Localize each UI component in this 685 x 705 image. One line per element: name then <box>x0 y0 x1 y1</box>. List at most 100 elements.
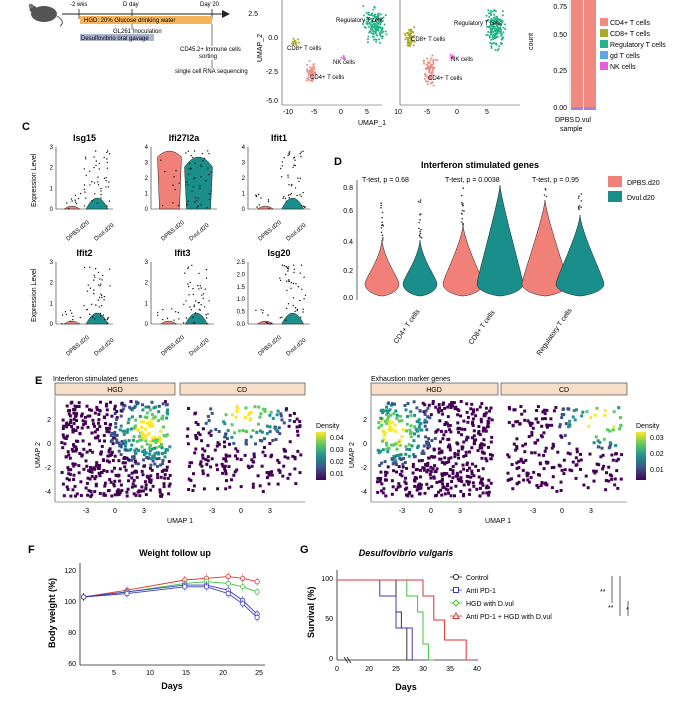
e-point-hgd-isg <box>97 467 101 470</box>
e-point-cd-exh <box>550 466 554 470</box>
e-point-hgd-exh <box>396 453 400 457</box>
e-point-cd-exh <box>606 428 610 432</box>
e-point-hgd-isg <box>130 427 133 431</box>
e-point-cd-isg <box>247 413 251 417</box>
e-point-hgd-isg <box>115 409 119 413</box>
e-point-hgd-exh <box>380 482 384 486</box>
gavage-label: Desulfovibrio oral gavage <box>81 36 149 42</box>
e-point-hgd-exh <box>448 448 452 452</box>
c-point <box>296 194 298 197</box>
e-point-hgd-exh <box>471 422 474 426</box>
e-point-hgd-isg <box>96 427 99 431</box>
e-point-hgd-exh <box>405 422 409 426</box>
e-point-cd-isg <box>224 472 228 476</box>
g-legend-label-2: HGD with D.vul <box>466 601 514 608</box>
e-point-hgd-isg <box>134 400 138 404</box>
e-point-hgd-exh <box>475 408 479 412</box>
c-tick: 2 <box>145 176 149 182</box>
d-ytick-4: 0.0 <box>343 295 353 302</box>
e-point-hgd-isg <box>118 491 122 495</box>
e-point-hgd-exh <box>385 447 389 451</box>
e-point-hgd-isg <box>148 449 152 453</box>
c-point <box>93 292 95 295</box>
e-point-hgd-isg <box>69 418 73 422</box>
e-point-hgd-exh <box>419 483 423 487</box>
c-point <box>97 181 99 183</box>
e-point-hgd-exh <box>454 484 458 488</box>
umap-b-point <box>430 75 433 77</box>
umap-b-point <box>297 38 300 41</box>
e-point-hgd-isg <box>106 459 109 463</box>
stack-legend: CD4+ T cells CD8+ T cells Regulatory T c… <box>600 18 666 71</box>
e-point-hgd-isg <box>61 482 65 486</box>
f-point <box>254 579 260 585</box>
e-point-cd-exh <box>601 453 605 457</box>
stack-ytick-3: 0.00 <box>553 105 567 112</box>
e-point-hgd-exh <box>386 417 390 421</box>
e-point-cd-exh <box>510 463 514 466</box>
e-point-hgd-exh <box>448 428 451 432</box>
d-outlier <box>461 209 464 212</box>
umap-b-point <box>426 57 428 60</box>
e-point-cd-isg <box>263 446 266 449</box>
umap-b-xtick-l4: 10 <box>394 109 402 116</box>
e-point-hgd-exh <box>405 466 409 470</box>
e-point-hgd-isg <box>90 408 93 412</box>
e-point-hgd-exh <box>479 417 483 421</box>
c-point <box>189 306 191 308</box>
e-point-cd-isg <box>225 437 229 440</box>
e-point-hgd-isg <box>72 443 75 447</box>
c-point <box>205 180 207 182</box>
e-point-hgd-isg <box>157 436 161 440</box>
c-point <box>303 276 305 278</box>
e-point-hgd-exh <box>484 457 488 461</box>
c-point <box>99 312 102 314</box>
umap-b-point <box>490 47 493 49</box>
c-point <box>164 170 166 173</box>
c-point <box>300 156 302 158</box>
e-point-cd-exh <box>537 453 541 457</box>
e-point-hgd-isg <box>107 430 111 434</box>
e-point-cd-exh <box>536 420 540 424</box>
e-point-cd-exh <box>506 453 510 457</box>
e-point-hgd-isg <box>86 493 90 497</box>
e-point-cd-isg <box>232 473 236 477</box>
c-point <box>279 317 281 319</box>
e-point-hgd-exh <box>449 430 453 434</box>
e-point-hgd-isg <box>127 439 131 443</box>
e-point-hgd-isg <box>116 493 120 497</box>
e-point-cd-isg <box>276 409 280 413</box>
e-point-hgd-exh <box>425 428 429 432</box>
c-point <box>282 197 284 199</box>
e-point-cd-isg <box>255 430 259 434</box>
umap-b-point <box>493 9 496 12</box>
e-point-hgd-isg <box>135 475 139 479</box>
e-point-hgd-exh <box>404 482 408 485</box>
e-point-hgd-isg <box>108 426 111 430</box>
e-point-cd-exh <box>525 472 529 476</box>
e-point-cd-exh <box>550 423 554 427</box>
e-point-hgd-isg <box>88 448 92 452</box>
c-point <box>285 273 287 276</box>
e-point-cd-isg <box>200 439 204 443</box>
e-point-cd-isg <box>193 412 197 416</box>
e-point-hgd-exh <box>425 442 429 446</box>
c-point <box>106 151 108 154</box>
e-point-hgd-isg <box>70 400 74 404</box>
e-point-cd-exh <box>603 413 607 417</box>
e-point-cd-isg <box>235 457 239 461</box>
e-point-cd-isg <box>271 439 275 442</box>
e-point-hgd-isg <box>146 456 150 460</box>
c-point <box>266 322 268 324</box>
e-point-hgd-exh <box>377 451 381 455</box>
e-point-cd-exh <box>595 406 599 410</box>
c-point <box>89 184 91 186</box>
c-point <box>281 165 283 167</box>
e-point-hgd-exh <box>439 440 442 444</box>
c-point <box>268 207 270 210</box>
e-point-cd-isg <box>270 453 274 457</box>
e-point-hgd-isg <box>149 440 153 443</box>
d-ytick-2: 0.4 <box>343 239 353 246</box>
e-point-hgd-exh <box>453 455 457 459</box>
